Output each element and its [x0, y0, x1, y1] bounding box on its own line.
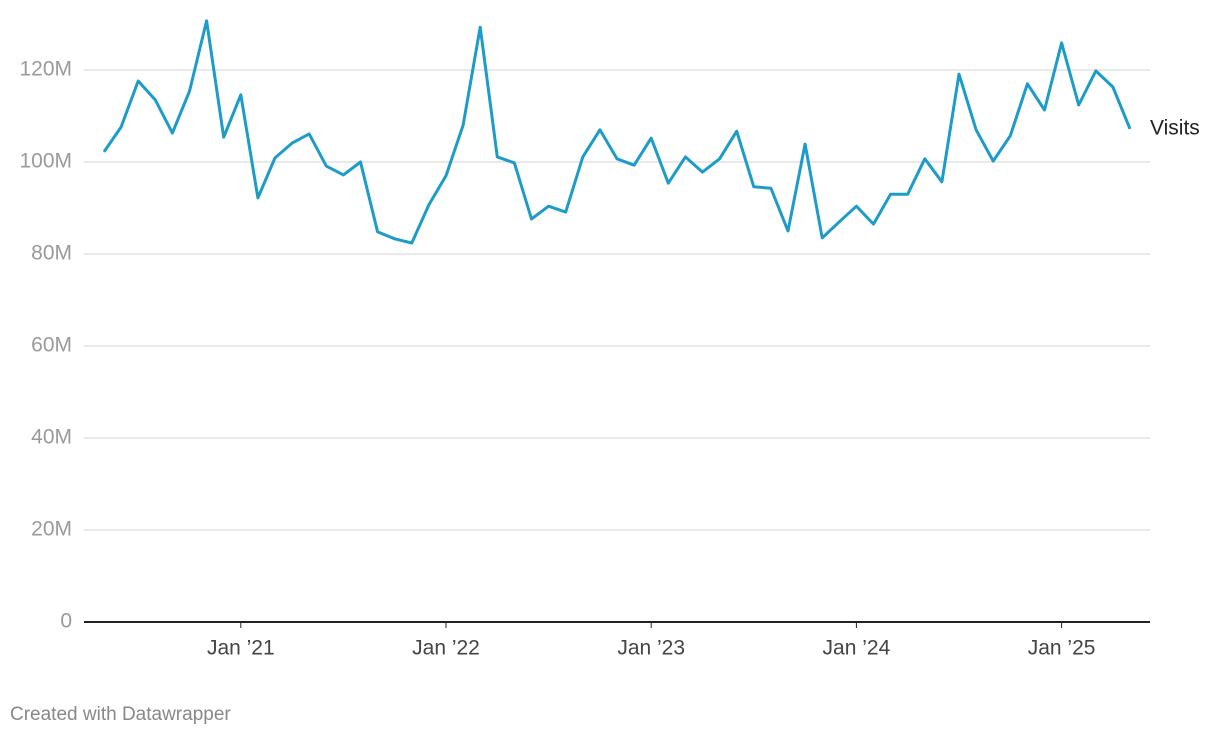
y-tick-label: 0: [60, 610, 72, 633]
x-tick-label: Jan ’23: [617, 637, 685, 660]
y-tick-label: 20M: [31, 518, 72, 541]
line: [102, 19, 1132, 245]
series-label: Visits: [1150, 116, 1200, 139]
y-tick-label: 60M: [31, 334, 72, 357]
y-tick-label: 40M: [31, 426, 72, 449]
x-tick-label: Jan ’22: [412, 637, 480, 660]
x-tick-label: Jan ’21: [207, 637, 275, 660]
x-tick-label: Jan ’24: [823, 637, 891, 660]
credit: Created with Datawrapper: [10, 704, 231, 725]
x-tick-label: Jan ’25: [1028, 637, 1096, 660]
y-tick-label: 80M: [31, 242, 72, 265]
y-tick-label: 100M: [19, 150, 72, 173]
y-tick-label: 120M: [19, 58, 72, 81]
